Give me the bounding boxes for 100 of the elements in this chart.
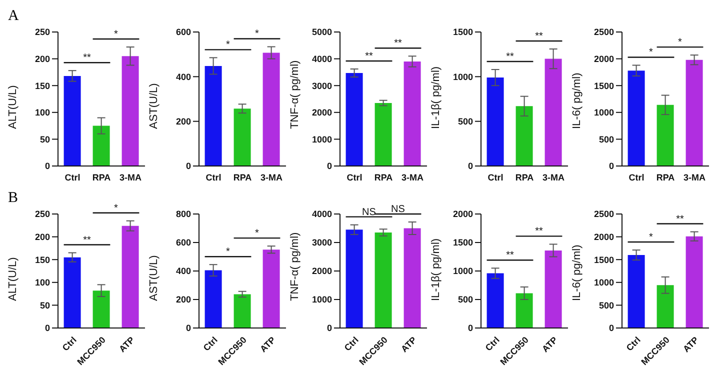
y-tick-label: 100 (34, 278, 50, 288)
y-tick-label: 0 (468, 323, 473, 334)
y-tick-label: 0 (44, 161, 50, 172)
annotation: ** (506, 52, 514, 63)
y-tick-label: 50 (40, 134, 50, 144)
y-tick-label: 4000 (312, 54, 332, 64)
x-tick-label: RPA (374, 172, 394, 182)
x-tick-label: Ctrl (206, 172, 222, 182)
y-tick-label: 2000 (594, 232, 614, 242)
y-tick-label: 200 (176, 116, 191, 127)
x-tick-label: Ctrl (483, 334, 502, 353)
x-tick-label: Ctrl (628, 172, 644, 182)
annotation: ** (83, 234, 91, 246)
annotation: * (649, 232, 654, 244)
x-tick-label: 3-MA (260, 172, 283, 182)
annotation: * (226, 246, 230, 258)
x-tick-label: Ctrl (342, 334, 360, 353)
y-axis-title: AST(U/L) (148, 83, 160, 129)
annotation: ** (506, 250, 514, 262)
y-tick-label: 0 (468, 161, 473, 172)
y-tick-label: 1000 (594, 278, 614, 288)
x-tick-label: RPA (515, 172, 534, 182)
bar (234, 294, 251, 328)
bar (204, 66, 222, 166)
y-tick-label: 0 (608, 161, 614, 172)
annotation: * (678, 37, 682, 48)
bar (374, 103, 392, 166)
x-tick-label: 3-MA (684, 172, 706, 182)
bar (486, 273, 504, 328)
y-tick-label: 1000 (452, 72, 473, 82)
bar (262, 250, 280, 328)
y-tick-label: 1000 (312, 134, 332, 144)
bar (628, 255, 645, 328)
y-tick-label: 200 (34, 232, 50, 242)
y-tick-label: 600 (176, 27, 191, 38)
y-tick-label: 400 (176, 266, 191, 276)
bar (686, 236, 703, 328)
y-tick-label: 1000 (594, 108, 614, 118)
y-tick-label: 2500 (594, 27, 614, 38)
annotation: ** (535, 30, 543, 42)
y-tick-label: 0 (326, 161, 332, 172)
y-tick-label: 1000 (452, 266, 473, 276)
y-axis-title: IL-1β( pg/ml) (430, 238, 442, 301)
x-tick-label: Ctrl (201, 334, 220, 353)
annotation: ** (394, 38, 402, 50)
y-tick-label: 600 (176, 238, 191, 248)
bar (686, 60, 703, 166)
y-tick-label: 1500 (452, 27, 473, 38)
x-tick-label: 3-MA (120, 172, 142, 182)
annotation: ** (676, 214, 684, 225)
y-tick-label: 1500 (594, 254, 614, 265)
x-tick-label: RPA (92, 172, 112, 182)
bar (262, 52, 280, 166)
x-tick-label: Ctrl (488, 172, 504, 182)
y-tick-label: 5000 (312, 27, 332, 38)
chart-title: B (8, 190, 18, 207)
annotation: * (114, 29, 118, 40)
y-tick-label: 250 (34, 209, 50, 220)
y-axis-title: TNF-α( pg/ml) (288, 232, 301, 301)
y-axis-title: IL-6( pg/ml) (570, 72, 583, 129)
bar (516, 106, 533, 166)
y-tick-label: 0 (186, 161, 191, 172)
y-tick-label: 400 (176, 72, 191, 82)
x-tick-label: 3-MA (402, 172, 424, 182)
bar (656, 285, 674, 328)
y-tick-label: 3000 (312, 80, 332, 91)
bar (544, 250, 562, 328)
y-tick-label: 100 (34, 108, 50, 118)
y-tick-label: 500 (598, 134, 614, 144)
annotation: * (255, 28, 260, 40)
y-tick-label: 250 (34, 27, 50, 38)
y-tick-label: 2000 (594, 54, 614, 64)
y-axis-title: IL-6( pg/ml) (570, 244, 583, 301)
x-tick-label: Ctrl (624, 334, 642, 353)
y-tick-label: 0 (608, 323, 614, 334)
y-tick-label: 800 (176, 209, 191, 220)
x-tick-label: RPA (233, 172, 252, 182)
y-axis-title: AST(U/L) (148, 255, 160, 301)
bar (346, 73, 363, 166)
bar (92, 126, 110, 166)
x-tick-label: Ctrl (64, 172, 80, 182)
y-axis-title: ALT(U/L) (6, 85, 19, 129)
x-tick-label: Ctrl (346, 172, 362, 182)
annotation: ** (365, 50, 373, 62)
bar (544, 58, 562, 166)
y-tick-label: 150 (34, 254, 50, 265)
bar (516, 293, 533, 328)
annotation: * (649, 47, 654, 58)
y-tick-label: 200 (176, 294, 191, 305)
annotation: NS (391, 204, 406, 215)
y-axis-title: TNF-α( pg/ml) (288, 60, 301, 129)
y-tick-label: 2000 (452, 209, 473, 220)
y-tick-label: 0 (326, 323, 332, 334)
y-tick-label: 500 (458, 294, 473, 305)
annotation: * (226, 40, 230, 51)
y-tick-label: 4000 (312, 209, 332, 220)
annotation: ** (535, 226, 543, 238)
y-tick-label: 0 (44, 323, 50, 334)
y-tick-label: 50 (40, 300, 50, 310)
y-tick-label: 1500 (452, 238, 473, 248)
